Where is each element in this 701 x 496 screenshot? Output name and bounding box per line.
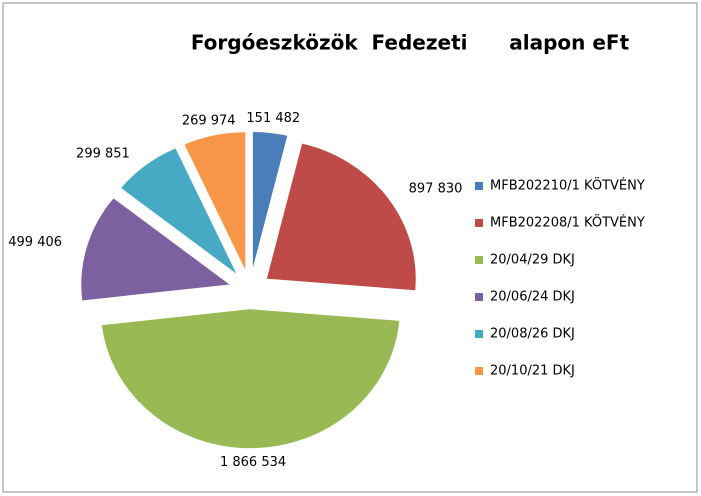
data-label: 499 406 — [8, 235, 62, 250]
legend-swatch — [475, 256, 483, 264]
pie-slice — [119, 147, 239, 276]
legend-swatch — [475, 330, 483, 338]
legend-swatch — [475, 293, 483, 301]
data-label: 299 851 — [76, 146, 130, 161]
legend-swatch — [475, 367, 483, 375]
legend-label: 20/06/24 DKJ — [490, 290, 575, 305]
pie-slice — [251, 130, 289, 272]
data-label: 269 974 — [182, 114, 236, 129]
legend-label: MFB202210/1 KÖTVÉNY — [490, 177, 645, 194]
pie-slice — [80, 196, 233, 302]
legend-label: 20/10/21 DKJ — [490, 364, 575, 379]
legend-label: MFB202208/1 KÖTVÉNY — [490, 214, 645, 231]
data-label: 151 482 — [246, 111, 300, 126]
pie-slice — [265, 142, 417, 292]
legend-label: 20/04/29 DKJ — [490, 253, 575, 268]
legend-label: 20/08/26 DKJ — [490, 327, 575, 342]
pie-slice — [100, 308, 401, 450]
data-label: 897 830 — [409, 182, 463, 197]
pie-slice — [183, 131, 247, 272]
legend-swatch — [475, 182, 483, 190]
data-label: 1 866 534 — [220, 455, 286, 470]
chart-title: Forgóeszközök Fedezeti alapon eFt — [191, 31, 630, 55]
legend-swatch — [475, 219, 483, 227]
